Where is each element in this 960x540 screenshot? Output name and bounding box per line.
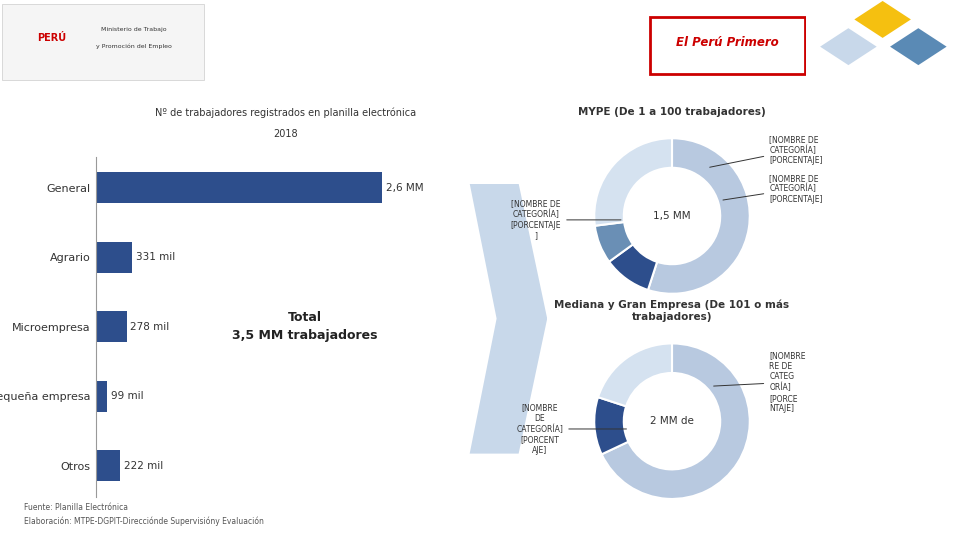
- Text: Trabajadores formales asalariados privados por
régimen laboral: Trabajadores formales asalariados privad…: [276, 22, 670, 59]
- Text: 1,5 MM: 1,5 MM: [653, 211, 691, 221]
- Polygon shape: [854, 1, 911, 38]
- Text: [NOMBRE DE
CATEGORÍA]
[PORCENTAJE]: [NOMBRE DE CATEGORÍA] [PORCENTAJE]: [723, 174, 823, 204]
- Text: y Promoción del Empleo: y Promoción del Empleo: [96, 43, 172, 49]
- Text: [NOMBRE DE
CATEGORÍA]
[PORCENTAJE
]: [NOMBRE DE CATEGORÍA] [PORCENTAJE ]: [511, 200, 621, 240]
- Text: [NOMBRE DE
CATEGORÍA]
[PORCENTAJE]: [NOMBRE DE CATEGORÍA] [PORCENTAJE]: [709, 135, 823, 167]
- Bar: [96, 172, 382, 204]
- Wedge shape: [609, 244, 657, 290]
- Text: 99 mil: 99 mil: [110, 391, 143, 401]
- Wedge shape: [598, 343, 672, 406]
- Title: MYPE (De 1 a 100 trabajadores): MYPE (De 1 a 100 trabajadores): [578, 106, 766, 117]
- Bar: [96, 381, 107, 412]
- Text: 278 mil: 278 mil: [131, 322, 170, 332]
- Wedge shape: [594, 397, 629, 454]
- Wedge shape: [594, 138, 672, 226]
- Polygon shape: [469, 184, 547, 454]
- Text: 331 mil: 331 mil: [136, 252, 176, 262]
- Text: El Perú Primero: El Perú Primero: [676, 36, 779, 49]
- FancyBboxPatch shape: [2, 4, 204, 79]
- Polygon shape: [820, 28, 876, 65]
- Text: Total
3,5 MM trabajadores: Total 3,5 MM trabajadores: [232, 311, 378, 342]
- Text: PERÚ: PERÚ: [37, 32, 66, 43]
- Text: [NOMBRE
RE DE
CATEG
ORÍA]
[PORCE
NTAJE]: [NOMBRE RE DE CATEG ORÍA] [PORCE NTAJE]: [713, 352, 805, 413]
- Polygon shape: [890, 28, 947, 65]
- Bar: [96, 450, 120, 481]
- Text: Ministerio de Trabajo: Ministerio de Trabajo: [102, 27, 167, 32]
- Text: Fuente: Planilla Electrónica
Elaboración: MTPE-DGPIT-Direcciónde Supervisióny Ev: Fuente: Planilla Electrónica Elaboración…: [24, 503, 264, 526]
- Title: Mediana y Gran Empresa (De 101 o más
trabajadores): Mediana y Gran Empresa (De 101 o más tra…: [555, 300, 789, 322]
- Text: Nº de trabajadores registrados en planilla electrónica: Nº de trabajadores registrados en planil…: [155, 107, 417, 118]
- Text: 222 mil: 222 mil: [124, 461, 163, 471]
- Wedge shape: [602, 343, 750, 499]
- Bar: [96, 311, 127, 342]
- Text: 2,6 MM: 2,6 MM: [386, 183, 423, 193]
- Text: 2018: 2018: [274, 129, 298, 139]
- Bar: [96, 241, 132, 273]
- FancyBboxPatch shape: [650, 17, 804, 75]
- Wedge shape: [648, 138, 750, 294]
- Text: 2 MM de: 2 MM de: [650, 416, 694, 426]
- Text: [NOMBRE
DE
CATEGORÍA]
[PORCENT
AJE]: [NOMBRE DE CATEGORÍA] [PORCENT AJE]: [516, 403, 627, 455]
- Wedge shape: [595, 222, 633, 262]
